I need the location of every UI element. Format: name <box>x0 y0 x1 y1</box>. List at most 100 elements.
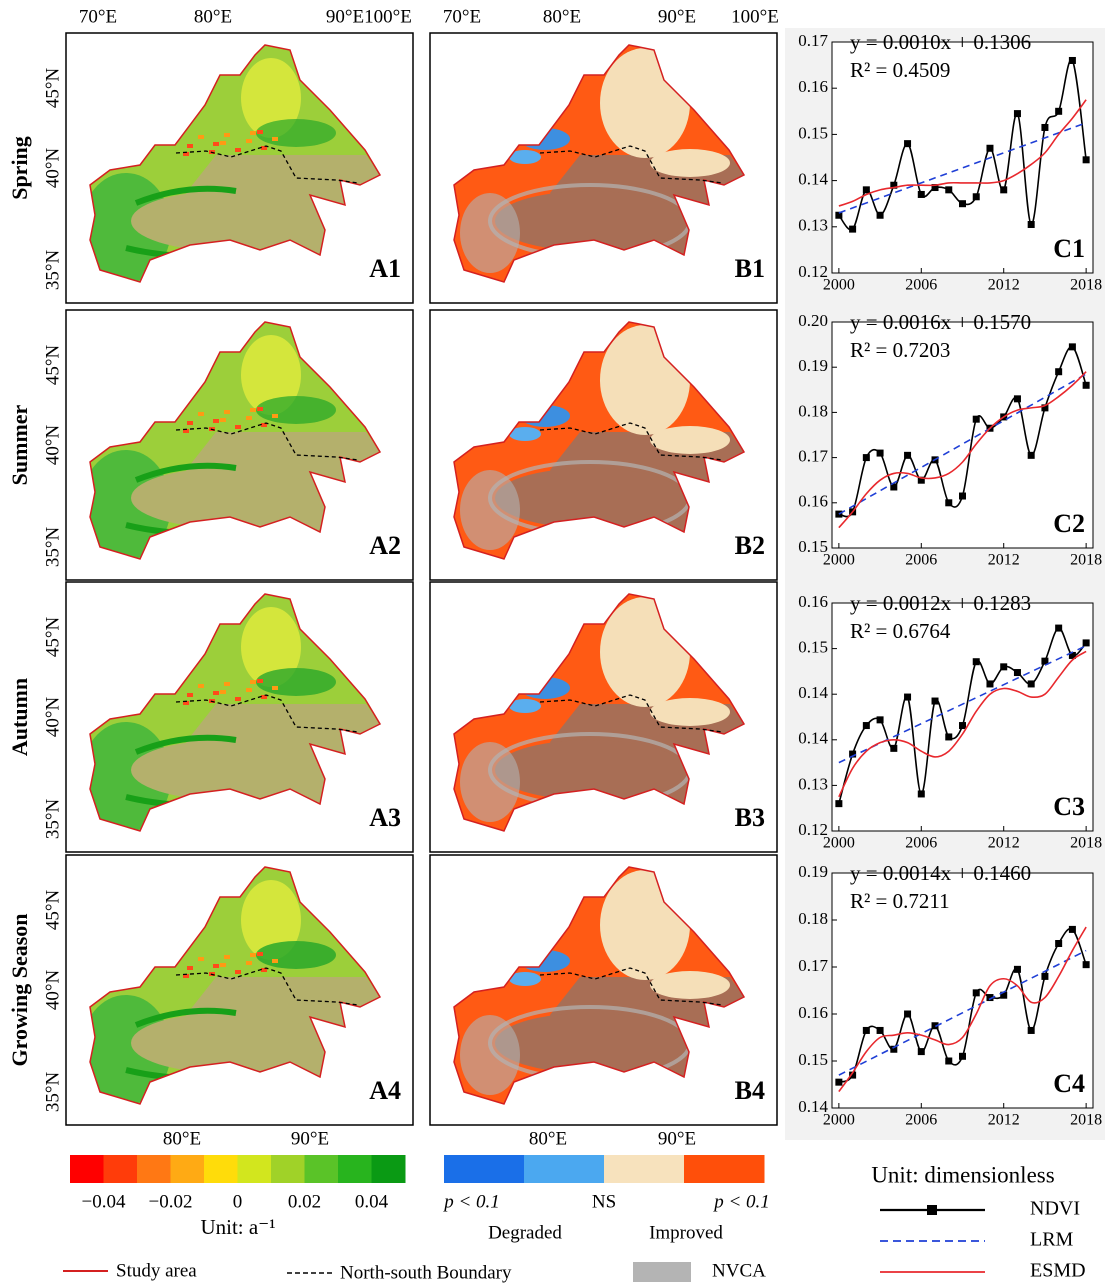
point-marker <box>849 1071 857 1079</box>
region <box>650 698 730 726</box>
region <box>509 972 541 986</box>
point-marker <box>1013 395 1021 403</box>
point-marker <box>1082 961 1090 969</box>
point-marker <box>931 697 939 705</box>
region <box>241 880 301 960</box>
y-tick-label: 0.14 <box>798 170 828 189</box>
region <box>220 963 226 967</box>
point-marker <box>1041 123 1049 131</box>
lat-label: 40°N <box>42 425 63 466</box>
point-marker <box>945 499 953 507</box>
region <box>257 952 263 956</box>
x-tick-label: 2006 <box>905 277 937 294</box>
colorbar-label: Degraded <box>488 1222 562 1243</box>
lat-label: 45°N <box>42 890 63 931</box>
point-marker <box>945 1057 953 1065</box>
study-area-outline <box>453 44 746 283</box>
y-tick-label: 0.19 <box>798 862 828 881</box>
region <box>213 964 219 968</box>
point-marker <box>876 449 884 457</box>
region <box>246 139 252 143</box>
point-marker <box>1055 107 1063 115</box>
map: A1 <box>89 44 401 283</box>
colorbar-label: Improved <box>649 1222 723 1243</box>
y-tick-label: 0.20 <box>798 311 828 330</box>
lon-label: 80°E <box>543 6 581 27</box>
point-marker <box>849 225 857 233</box>
r-squared: R² = 0.4509 <box>850 58 950 82</box>
x-tick-label: 2012 <box>988 835 1020 852</box>
region <box>235 970 241 974</box>
panel-label: C3 <box>1053 792 1085 821</box>
y-tick-label: 0.18 <box>798 401 828 420</box>
region <box>220 141 226 145</box>
region <box>257 407 263 411</box>
point-marker <box>1082 381 1090 389</box>
y-tick-label: 0.12 <box>798 262 828 281</box>
point-marker <box>835 1078 843 1086</box>
y-tick-label: 0.15 <box>798 537 828 556</box>
point-marker <box>890 1045 898 1053</box>
region <box>187 693 193 697</box>
map-fill <box>90 45 380 282</box>
region <box>213 142 219 146</box>
map-fill <box>90 594 380 831</box>
lon-label: 70°E <box>443 6 481 27</box>
point-marker <box>1013 110 1021 118</box>
point-marker <box>1041 972 1049 980</box>
x-tick-label: 2000 <box>823 277 855 294</box>
x-tick-label: 2018 <box>1070 552 1102 569</box>
point-marker <box>1082 156 1090 164</box>
region <box>250 953 256 957</box>
region <box>131 1013 321 1073</box>
region <box>198 412 204 416</box>
lat-label: 45°N <box>42 345 63 386</box>
region <box>261 968 267 972</box>
point-marker <box>904 451 912 459</box>
x-tick-label: 2000 <box>823 835 855 852</box>
point-marker <box>917 190 925 198</box>
y-tick-label: 0.14 <box>798 683 828 702</box>
panel-label: B3 <box>735 803 765 832</box>
point-marker <box>1082 639 1090 647</box>
x-tick-label: 2012 <box>988 552 1020 569</box>
region <box>272 137 278 141</box>
series-line <box>838 949 1087 1076</box>
point-marker <box>904 693 912 701</box>
point-marker <box>945 733 953 741</box>
region <box>183 152 189 156</box>
point-marker <box>986 994 994 1002</box>
y-tick-label: 0.15 <box>798 638 828 657</box>
region <box>246 416 252 420</box>
point-marker <box>1000 663 1008 671</box>
point-marker <box>890 483 898 491</box>
point-marker <box>972 415 980 423</box>
region <box>250 131 256 135</box>
point-marker <box>849 750 857 758</box>
x-tick-label: 2012 <box>988 1112 1020 1129</box>
region <box>198 957 204 961</box>
point-marker <box>1013 965 1021 973</box>
x-tick-label: 2012 <box>988 277 1020 294</box>
region <box>495 468 685 528</box>
region <box>250 680 256 684</box>
x-tick-label: 2018 <box>1070 1112 1102 1129</box>
panel-label: A3 <box>369 803 401 832</box>
point-marker <box>835 800 843 808</box>
region <box>272 686 278 690</box>
legend-label: ESMD <box>1030 1260 1086 1282</box>
map-fill <box>90 867 380 1104</box>
map-fill <box>90 322 380 559</box>
point-marker <box>876 211 884 219</box>
region <box>509 150 541 164</box>
study-area-outline <box>453 593 746 832</box>
panel-label: C1 <box>1053 234 1085 263</box>
x-tick-label: 2018 <box>1070 277 1102 294</box>
y-tick-label: 0.15 <box>798 123 828 142</box>
point-marker <box>1027 220 1035 228</box>
lon-label: 80°E <box>529 1128 567 1149</box>
y-tick-label: 0.16 <box>798 592 828 611</box>
region <box>495 191 685 251</box>
point-marker <box>959 200 966 208</box>
